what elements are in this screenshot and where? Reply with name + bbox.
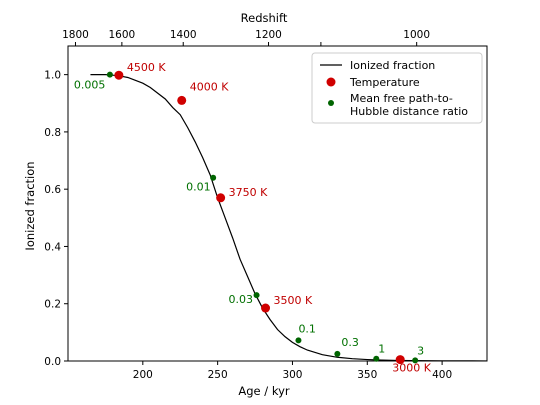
top-tick-label: 1800 xyxy=(62,29,89,41)
x-tick-label: 200 xyxy=(133,369,153,381)
y-tick-label: 0.8 xyxy=(44,127,61,139)
mfp-label: 0.1 xyxy=(298,322,316,335)
ionized-fraction-line xyxy=(90,74,488,362)
legend-label-temperature: Temperature xyxy=(349,76,420,89)
temperature-point xyxy=(261,303,271,313)
mfp-point xyxy=(210,174,217,181)
mfp-label: 0.03 xyxy=(229,293,254,306)
curve-layer xyxy=(90,74,488,362)
mfp-point xyxy=(295,337,302,344)
temperature-point xyxy=(395,355,405,365)
axis-ticks: 200 250 300 350 400 0.0 0.2 0.4 0.6 0.8 1.0 1800 160… xyxy=(44,29,452,381)
mfp-label: 0.005 xyxy=(74,79,106,92)
legend-temperature-swatch xyxy=(326,77,336,87)
mfp-label: 3 xyxy=(417,344,424,357)
temperature-label: 3750 K xyxy=(229,186,268,199)
y-tick-label: 0.2 xyxy=(44,299,61,311)
top-tick-label: 1600 xyxy=(109,29,136,41)
mfp-point xyxy=(334,350,341,357)
legend-label-mfp-line1: Mean free path-to- xyxy=(350,92,453,105)
x-tick-label: 350 xyxy=(357,369,377,381)
x-tick-label: 300 xyxy=(282,369,302,381)
mfp-point xyxy=(106,71,113,78)
legend-box xyxy=(311,52,483,124)
legend-label-ionized: Ionized fraction xyxy=(350,59,435,72)
top-tick-label: 1000 xyxy=(403,29,430,41)
x-axis-label: Age / kyr xyxy=(238,384,289,398)
top-tick-label: 1400 xyxy=(170,29,197,41)
y-axis-label: Ionized fraction xyxy=(23,161,37,250)
mfp-point xyxy=(253,292,260,299)
plot-frame xyxy=(67,45,488,362)
y-tick-label: 1.0 xyxy=(44,70,61,82)
mfp-label: 0.3 xyxy=(341,336,359,349)
y-tick-label: 0.0 xyxy=(44,356,61,368)
mfp-point xyxy=(373,355,380,362)
mfp-label: 1 xyxy=(378,343,385,356)
mfp-point xyxy=(412,357,419,364)
temperature-label: 3500 K xyxy=(274,294,313,307)
legend: Ionized fraction Temperature Mean free pat… xyxy=(311,52,483,124)
top-axis-label: Redshift xyxy=(241,11,288,25)
temperature-point xyxy=(177,95,187,105)
legend-label-mfp-line2: Hubble distance ratio xyxy=(350,105,468,118)
temperature-point xyxy=(216,193,226,203)
mfp-label: 0.01 xyxy=(186,181,211,194)
plot-area-frame xyxy=(67,45,488,362)
temperature-label: 4500 K xyxy=(127,61,166,74)
x-tick-label: 250 xyxy=(208,369,228,381)
temperature-label: 4000 K xyxy=(190,80,229,93)
y-tick-label: 0.6 xyxy=(44,184,61,196)
points-layer xyxy=(106,70,419,365)
temperature-point xyxy=(114,70,124,80)
x-tick-label: 400 xyxy=(432,369,452,381)
y-tick-label: 0.4 xyxy=(44,241,61,253)
labels-layer: 4500 K 4000 K 3750 K 3500 K 3000 K 0.005 0.01 0… xyxy=(74,61,432,374)
legend-mfp-swatch xyxy=(328,100,334,106)
top-tick-label: 1200 xyxy=(255,29,282,41)
temperature-label: 3000 K xyxy=(392,362,431,375)
